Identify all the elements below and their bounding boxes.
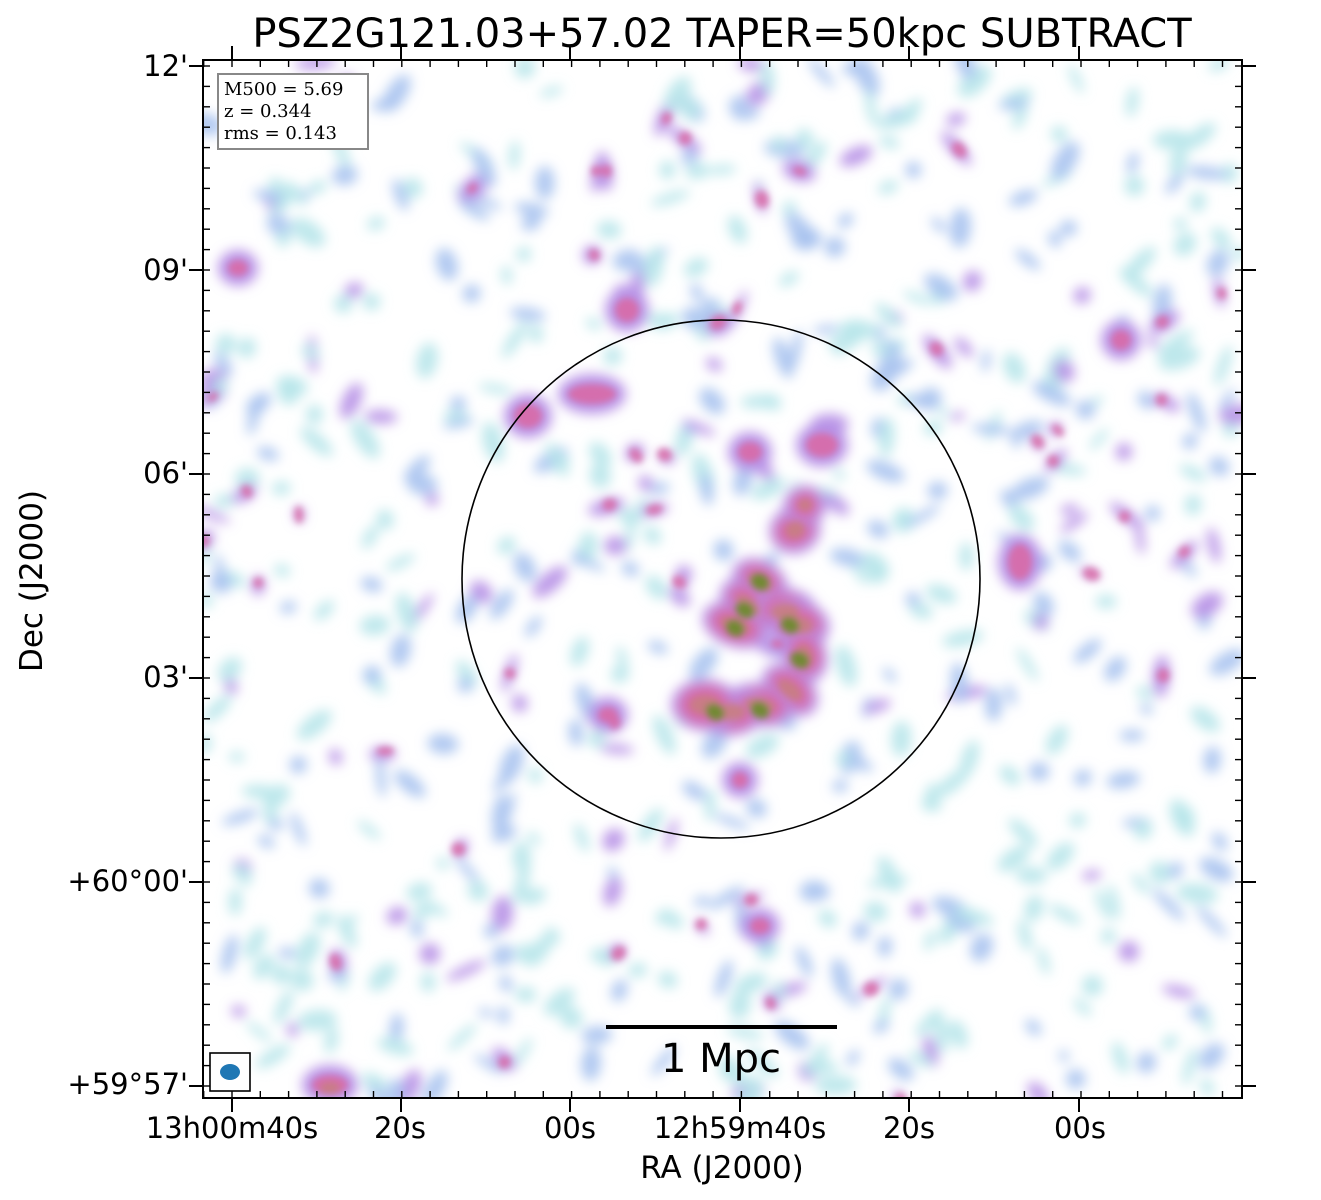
axis-ticks bbox=[189, 46, 1256, 1112]
x-axis-label: RA (J2000) bbox=[640, 1150, 804, 1186]
r500-circle bbox=[461, 319, 981, 839]
x-tick-label: 20s bbox=[883, 1111, 935, 1145]
beam-indicator bbox=[209, 1052, 251, 1092]
y-tick-label: +59°57' bbox=[67, 1067, 188, 1101]
y-tick-label: 06' bbox=[143, 456, 188, 490]
x-tick-label: 12h59m40s bbox=[654, 1111, 826, 1145]
y-tick-label: 03' bbox=[143, 660, 188, 694]
x-tick-label: 13h00m40s bbox=[146, 1111, 318, 1145]
plot-frame bbox=[202, 59, 1243, 1099]
radio-emission-map bbox=[203, 60, 1242, 1098]
info-rms: rms = 0.143 bbox=[224, 123, 337, 144]
beam-ellipse bbox=[220, 1064, 240, 1080]
chart-title: PSZ2G121.03+57.02 TAPER=50kpc SUBTRACT bbox=[252, 11, 1192, 57]
x-tick-label: 00s bbox=[544, 1111, 596, 1145]
scale-bar-label: 1 Mpc bbox=[661, 1036, 781, 1082]
y-tick-label: +60°00' bbox=[67, 864, 188, 898]
plot-area bbox=[203, 60, 1242, 1098]
x-tick-label: 00s bbox=[1054, 1111, 1106, 1145]
y-tick-label: 12' bbox=[143, 49, 188, 83]
y-axis-label: Dec (J2000) bbox=[14, 490, 50, 672]
info-redshift: z = 0.344 bbox=[224, 101, 312, 122]
x-tick-label: 20s bbox=[374, 1111, 426, 1145]
y-tick-label: 09' bbox=[143, 253, 188, 287]
info-box: M500 = 5.69 z = 0.344 rms = 0.143 bbox=[217, 73, 369, 150]
info-m500: M500 = 5.69 bbox=[224, 79, 343, 100]
